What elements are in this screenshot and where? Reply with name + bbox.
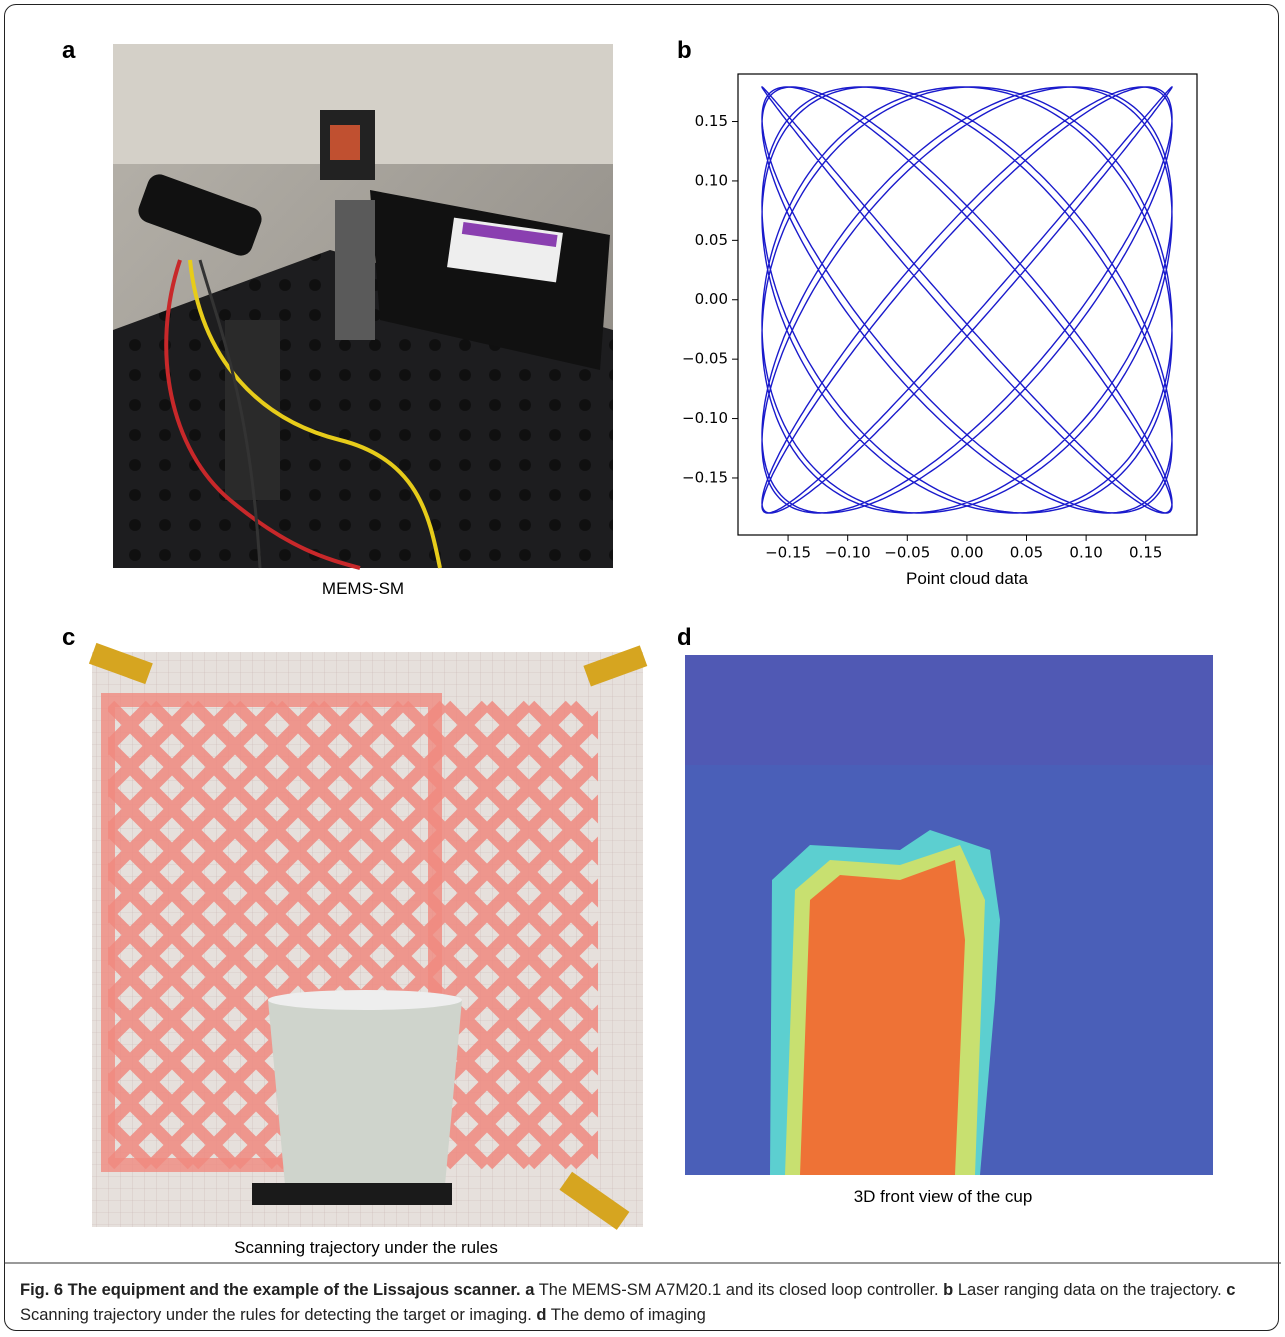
figure: a b c d MEMS-SM Point cloud data Scannin… [0, 0, 1285, 1337]
caption-part-text: Laser ranging data on the trajectory. [958, 1281, 1222, 1299]
y-tick-label: 0.05 [695, 231, 728, 249]
x-axis-label: Point cloud data [906, 569, 1028, 588]
y-tick-label: −0.10 [682, 409, 728, 427]
x-tick-label: −0.10 [825, 544, 871, 562]
panel-label: a [62, 37, 76, 64]
figure-caption: Fig. 6 The equipment and the example of … [20, 1278, 1270, 1328]
caption-part-text: The demo of imaging [551, 1306, 706, 1324]
y-tick-label: 0.00 [695, 290, 728, 308]
x-tick-label: −0.05 [884, 544, 930, 562]
y-tick-label: −0.05 [682, 350, 728, 368]
x-tick-label: 0.00 [950, 544, 983, 562]
caption-part-text: The MEMS-SM A7M20.1 and its closed loop … [539, 1281, 939, 1299]
caption-part-label: d [536, 1306, 546, 1324]
caption-part-label: a [525, 1281, 534, 1299]
caption-part-text: Scanning trajectory under the rules for … [20, 1306, 532, 1324]
panel-label: c [62, 624, 75, 651]
image-d [685, 655, 1213, 1175]
panel-caption: Scanning trajectory under the rules [234, 1238, 498, 1257]
x-tick-label: 0.05 [1010, 544, 1043, 562]
y-tick-label: −0.15 [682, 468, 728, 486]
x-tick-label: 0.10 [1069, 544, 1102, 562]
x-tick-label: 0.15 [1129, 544, 1162, 562]
panel-label: d [677, 624, 692, 651]
caption-title: Fig. 6 The equipment and the example of … [20, 1281, 521, 1299]
panel-caption: 3D front view of the cup [854, 1187, 1033, 1206]
y-tick-label: 0.15 [695, 112, 728, 130]
panel-label: b [677, 37, 692, 64]
panel-caption: MEMS-SM [322, 579, 404, 598]
caption-part-label: b [943, 1281, 953, 1299]
x-tick-label: −0.15 [765, 544, 811, 562]
y-tick-label: 0.10 [695, 171, 728, 189]
photo-a [113, 44, 613, 568]
caption-part-label: c [1226, 1281, 1235, 1299]
